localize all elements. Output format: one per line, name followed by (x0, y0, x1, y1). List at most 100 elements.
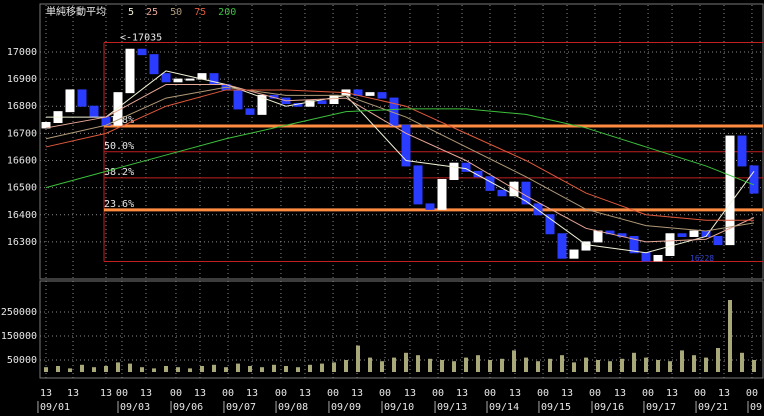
x-tick-label: 13 (666, 388, 678, 399)
candle-body (593, 230, 603, 243)
legend-entry: 200 (218, 7, 236, 18)
y-tick-label: 16400 (7, 210, 37, 221)
x-tick-label: 13 (140, 388, 152, 399)
candle-body (749, 165, 759, 194)
date-label: 09 (750, 402, 762, 413)
candle-body (569, 249, 579, 259)
volume-bar (152, 368, 156, 372)
candle-body (365, 92, 375, 96)
date-label: 09/17 (646, 402, 676, 413)
volume-bar (536, 361, 540, 372)
volume-bar (656, 359, 660, 372)
candle-body (473, 170, 483, 178)
volume-bar (200, 365, 204, 372)
date-label: 09/21 (698, 402, 728, 413)
volume-bar (740, 352, 744, 372)
candle-body (161, 73, 171, 83)
x-tick-label: 00 (432, 388, 444, 399)
volume-bar (392, 357, 396, 372)
moving-average (45, 86, 755, 232)
legend-entry: 25 (146, 7, 158, 18)
volume-bar (56, 365, 60, 372)
fib-level-label: 50.0% (104, 141, 134, 152)
volume-tick-label: 250000 (1, 307, 37, 318)
volume-bar (704, 357, 708, 372)
volume-bar (644, 357, 648, 372)
x-tick-label: 13 (40, 388, 52, 399)
x-tick-label: 00 (379, 388, 391, 399)
x-tick-label: 00 (589, 388, 601, 399)
volume-bar (476, 355, 480, 372)
x-tick-label: 00 (170, 388, 182, 399)
candle-body (185, 78, 195, 81)
x-tick-label: 00 (694, 388, 706, 399)
volume-bar (80, 364, 84, 372)
x-tick-label: 00 (642, 388, 654, 399)
legend-title: 単純移動平均 (46, 5, 106, 18)
moving-average (45, 84, 755, 243)
candle-body (653, 254, 663, 262)
volume-bar (260, 367, 264, 372)
volume-bar (500, 358, 504, 372)
volume-bar (404, 352, 408, 372)
x-tick-label: 13 (561, 388, 573, 399)
candle-body (257, 94, 267, 115)
x-tick-label: 13 (404, 388, 416, 399)
y-tick-label: 16700 (7, 128, 37, 139)
candle-body (245, 108, 255, 115)
volume-bar (224, 367, 228, 372)
volume-bar (284, 365, 288, 372)
volume-bar (692, 355, 696, 372)
candle-body (449, 162, 459, 180)
x-tick-label: 13 (100, 388, 112, 399)
candle-body (77, 89, 87, 107)
fib-high-label: <-17035 (120, 32, 162, 43)
x-tick-label: 00 (537, 388, 549, 399)
volume-bar (488, 359, 492, 372)
volume-bar (248, 365, 252, 372)
volume-tick-label: 150000 (1, 331, 37, 342)
candle-body (665, 233, 675, 256)
candle-body (401, 124, 411, 167)
volume-bar (608, 361, 612, 372)
candle-body (437, 178, 447, 210)
candle-body (629, 235, 639, 254)
date-label: 09/16 (594, 402, 624, 413)
date-label: 09/15 (541, 402, 571, 413)
x-tick-label: 00 (222, 388, 234, 399)
volume-bar (320, 363, 324, 372)
x-tick-label: 00 (484, 388, 496, 399)
candle-body (137, 48, 147, 56)
date-label: 09/13 (437, 402, 467, 413)
date-label: 09/01 (40, 402, 70, 413)
candle-body (737, 135, 747, 167)
y-tick-label: 16300 (7, 237, 37, 248)
candle-body (149, 54, 159, 75)
candle-body (413, 165, 423, 205)
candle-body (89, 105, 99, 118)
volume-bar (368, 357, 372, 372)
volume-bar (620, 358, 624, 372)
volume-bar (512, 350, 516, 372)
candle-body (557, 233, 567, 259)
date-label: 09/06 (173, 402, 203, 413)
date-label: 09/09 (331, 402, 361, 413)
volume-bar (596, 359, 600, 372)
volume-bar (296, 367, 300, 372)
volume-bar (68, 368, 72, 372)
candle-body (677, 233, 687, 237)
volume-bar (428, 358, 432, 372)
y-tick-label: 16800 (7, 101, 37, 112)
volume-bar (548, 358, 552, 372)
candle-body (377, 92, 387, 99)
x-tick-label: 00 (275, 388, 287, 399)
x-tick-label: 13 (194, 388, 206, 399)
x-tick-label: 13 (614, 388, 626, 399)
x-tick-label: 00 (746, 388, 758, 399)
candle-body (317, 100, 327, 105)
volume-bar (128, 363, 132, 372)
x-tick-label: 13 (718, 388, 730, 399)
date-label: 09/03 (120, 402, 150, 413)
candle-body (65, 89, 75, 113)
